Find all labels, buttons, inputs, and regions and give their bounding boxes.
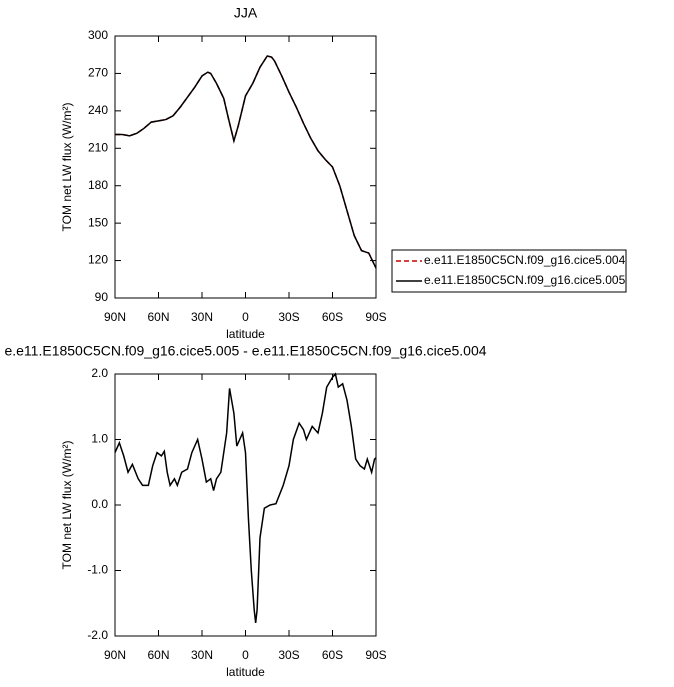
legend-label: e.e11.E1850C5CN.f09_g16.cice5.005 — [424, 273, 626, 287]
x-tick-label: 0 — [242, 310, 249, 324]
y-tick-label: 150 — [88, 215, 108, 229]
y-axis-label: TOM net LW flux (W/m²) — [60, 103, 74, 232]
x-tick-label: 60S — [322, 648, 343, 662]
x-axis-label: latitude — [226, 665, 265, 679]
x-tick-label: 30N — [191, 310, 213, 324]
y-tick-label: -2.0 — [87, 628, 108, 642]
x-tick-label: 30N — [191, 648, 213, 662]
chart-title: e.e11.E1850C5CN.f09_g16.cice5.005 - e.e1… — [4, 343, 486, 359]
series-line — [114, 372, 377, 623]
plot-frame — [114, 35, 377, 299]
y-tick-label: 0.0 — [91, 497, 108, 511]
x-tick-label: 60S — [322, 310, 343, 324]
y-tick-label: 300 — [88, 28, 108, 42]
y-axis-label: TOM net LW flux (W/m²) — [60, 441, 74, 570]
x-axis-label: latitude — [226, 327, 265, 341]
y-tick-label: 2.0 — [91, 366, 108, 380]
y-tick-label: 180 — [88, 178, 108, 192]
plot-area — [115, 55, 377, 269]
x-tick-label: 0 — [242, 648, 249, 662]
legend-label: e.e11.E1850C5CN.f09_g16.cice5.004 — [424, 253, 626, 267]
plot-area — [114, 372, 377, 623]
series-line — [115, 55, 377, 269]
y-tick-label: 120 — [88, 253, 108, 267]
x-tick-label: 30S — [278, 648, 299, 662]
x-tick-label: 60N — [147, 310, 169, 324]
chart-title: JJA — [234, 5, 258, 21]
y-tick-label: 90 — [95, 290, 109, 304]
x-tick-label: 90N — [104, 648, 126, 662]
y-tick-label: 210 — [88, 140, 108, 154]
series-line — [115, 55, 377, 269]
y-tick-label: 240 — [88, 103, 108, 117]
legend-box — [391, 249, 627, 293]
x-tick-label: 90N — [104, 310, 126, 324]
plot-frame — [114, 373, 377, 637]
x-tick-label: 90S — [365, 648, 386, 662]
x-tick-label: 90S — [365, 310, 386, 324]
y-tick-label: 270 — [88, 66, 108, 80]
x-tick-label: 30S — [278, 310, 299, 324]
y-tick-label: -1.0 — [87, 563, 108, 577]
x-tick-label: 60N — [147, 648, 169, 662]
y-tick-label: 1.0 — [91, 432, 108, 446]
